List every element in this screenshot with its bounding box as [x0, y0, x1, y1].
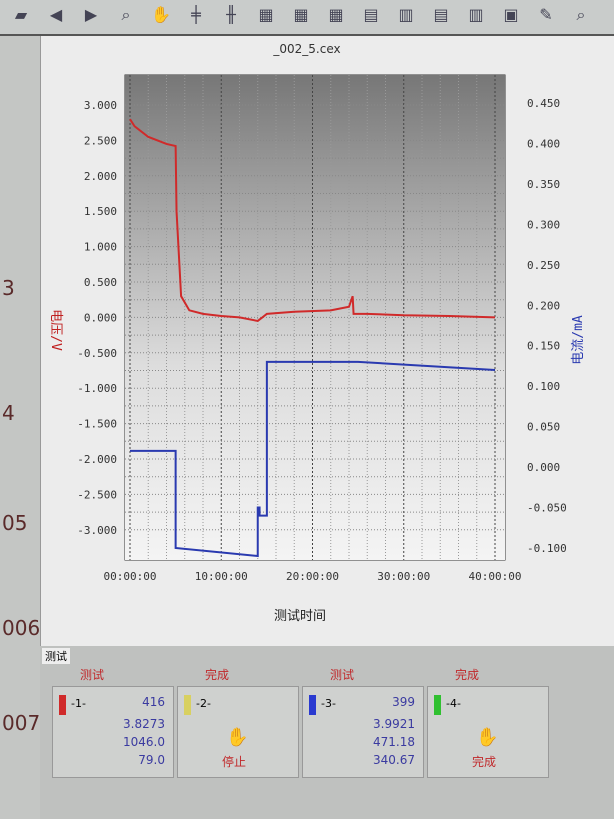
channel-id: -1- [71, 697, 86, 710]
channel-count: 399 [392, 695, 415, 709]
battery-icon [434, 695, 441, 715]
channel-card[interactable]: -3- 399 3.9921 471.18 340.67 [302, 686, 424, 778]
y2-tick-label: 0.450 [527, 97, 560, 110]
row-label[interactable]: 4 [2, 401, 15, 425]
toolbar: ▰ ◀ ▶ ⌕ ✋ ╪ ╫ ▦ ▦ ▦ ▤ ▥ ▤ ▥ ▣ ✎ ⌕ [0, 0, 614, 36]
row-label[interactable]: 006 [2, 616, 41, 640]
y-tick-label: -2.000 [77, 453, 117, 466]
doc-icon[interactable]: ▥ [398, 5, 414, 24]
channel-voltage: 3.8273 [123, 717, 165, 731]
channel-card[interactable]: -2- ✋ 停止 [177, 686, 299, 778]
hand-icon[interactable]: ✋ [151, 5, 171, 24]
y2-tick-label: 0.000 [527, 461, 560, 474]
grid-icon[interactable]: ▦ [293, 5, 309, 24]
y2-tick-label: -0.050 [527, 502, 567, 515]
x-tick-label: 10:00:00 [195, 570, 248, 583]
stop-icon: ✋ [476, 727, 499, 748]
forward-icon[interactable]: ▶ [84, 5, 98, 24]
row-label[interactable]: 05 [2, 511, 28, 535]
layout-icon[interactable]: ▣ [503, 5, 519, 24]
panel-tab[interactable]: 测试 [42, 648, 70, 664]
channel-energy: 340.67 [373, 753, 415, 767]
x-tick-label: 40:00:00 [469, 570, 522, 583]
open-icon[interactable]: ▰ [14, 5, 28, 24]
grid-icon[interactable]: ▦ [328, 5, 344, 24]
y-tick-label: 1.000 [84, 241, 117, 254]
voltage-line [129, 118, 496, 323]
channel-energy: 79.0 [138, 753, 165, 767]
chart-title: _002_5.cex [273, 42, 341, 56]
battery-icon [309, 695, 316, 715]
channel-panel: 测试 测试 -1- 416 3.8273 1046.0 79.0 完成 -2- ✋ 停止 测试 … [40, 646, 614, 819]
y2-tick-label: 0.300 [527, 218, 560, 231]
y2-axis-label: 电流/mA [571, 315, 586, 365]
y-tick-label: 2.500 [84, 134, 117, 147]
x-tick-label: 00:00:00 [104, 570, 157, 583]
y2-tick-label: 0.350 [527, 178, 560, 191]
channel-count: 416 [142, 695, 165, 709]
battery-icon [59, 695, 66, 715]
back-icon[interactable]: ◀ [49, 5, 63, 24]
row-label[interactable]: 007 [2, 711, 41, 735]
search-icon[interactable]: ⌕ [576, 5, 586, 24]
sidebar: 3 4 05 006 007 [0, 36, 41, 819]
y2-tick-label: 0.400 [527, 137, 560, 150]
y-tick-label: -1.000 [77, 382, 117, 395]
channel-action[interactable]: 完成 [472, 755, 497, 769]
y-tick-label: -0.500 [77, 347, 117, 360]
zoom-icon[interactable]: ⌕ [121, 5, 131, 24]
channel-capacity: 471.18 [373, 735, 415, 749]
edit-icon[interactable]: ✎ [539, 5, 553, 24]
battery-icon [184, 695, 191, 715]
channel-card[interactable]: -4- ✋ 完成 [427, 686, 549, 778]
table-icon[interactable]: ▤ [433, 5, 449, 24]
split-h-icon[interactable]: ╪ [191, 5, 201, 24]
channel-capacity: 1046.0 [123, 735, 165, 749]
y-axis-label: 电压/V [48, 309, 63, 351]
split-v-icon[interactable]: ╫ [226, 5, 236, 24]
y-tick-label: 3.000 [84, 99, 117, 112]
current-line [130, 360, 496, 558]
y2-tick-label: 0.100 [527, 380, 560, 393]
y2-tick-label: -0.100 [527, 542, 567, 555]
doc-icon[interactable]: ▥ [468, 5, 484, 24]
y-tick-label: 1.500 [84, 205, 117, 218]
channel-status: 测试 [330, 668, 355, 682]
channel-id: -4- [446, 697, 461, 710]
channel-id: -2- [196, 697, 211, 710]
channel-voltage: 3.9921 [373, 717, 415, 731]
y2-tick-label: 0.050 [527, 421, 560, 434]
y-tick-label: 0.500 [84, 276, 117, 289]
channel-status: 完成 [455, 668, 480, 682]
y2-tick-label: 0.150 [527, 340, 560, 353]
row-label[interactable]: 3 [2, 276, 15, 300]
channel-action[interactable]: 停止 [222, 755, 247, 769]
y2-tick-label: 0.250 [527, 259, 560, 272]
chart: 3.000 2.500 2.000 1.500 1.000 0.500 0.000 -0.50… [48, 74, 586, 624]
y-tick-label: 0.000 [84, 311, 117, 324]
y-tick-label: 2.000 [84, 170, 117, 183]
x-axis-label: 测试时间 [274, 609, 326, 624]
channel-id: -3- [321, 697, 336, 710]
channel-card[interactable]: -1- 416 3.8273 1046.0 79.0 [52, 686, 174, 778]
grid-icon[interactable]: ▦ [258, 5, 274, 24]
y-tick-label: -2.500 [77, 488, 117, 501]
channel-status: 测试 [80, 668, 105, 682]
y2-tick-label: 0.200 [527, 299, 560, 312]
y-tick-label: -1.500 [77, 418, 117, 431]
stop-icon: ✋ [226, 727, 249, 748]
channel-status: 完成 [205, 668, 230, 682]
x-tick-label: 20:00:00 [286, 570, 339, 583]
y-tick-label: -3.000 [77, 524, 117, 537]
table-icon[interactable]: ▤ [363, 5, 379, 24]
x-tick-label: 30:00:00 [377, 570, 430, 583]
